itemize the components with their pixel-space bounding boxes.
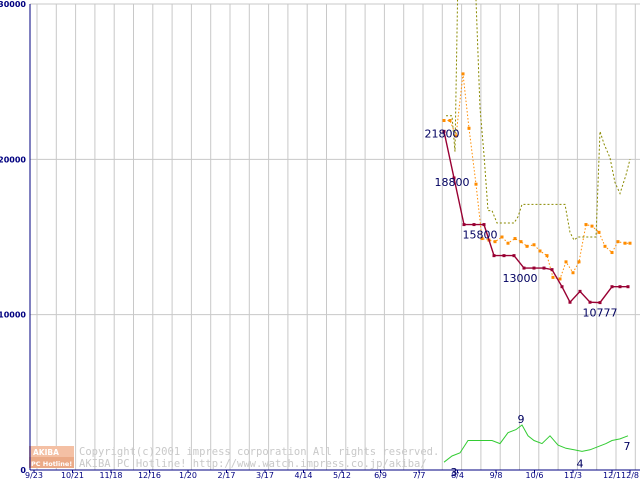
- data-label: 4: [577, 457, 584, 470]
- data-point-min: [472, 223, 476, 227]
- x-tick-label: 6/9: [374, 471, 387, 480]
- data-point-average: [623, 241, 627, 245]
- data-point-min: [532, 266, 536, 270]
- x-tick-label: 12/1: [603, 471, 621, 480]
- akiba-logo-text-bottom: PC Hotline!: [31, 460, 72, 468]
- data-point-min: [618, 285, 622, 289]
- x-tick-label: 5/12: [333, 471, 351, 480]
- x-tick-label: 9/8: [490, 471, 503, 480]
- data-point-min: [610, 285, 614, 289]
- x-tick-label: 12/8: [621, 471, 639, 480]
- data-label: 3: [451, 466, 458, 479]
- data-point-min: [522, 266, 526, 270]
- y-tick-label: 0: [20, 466, 26, 475]
- data-point-average: [454, 134, 458, 138]
- data-point-min: [542, 266, 546, 270]
- x-tick-label: 11/18: [99, 471, 122, 480]
- watermark: AKIBA PC Hotline! Copyright(c)2001 impre…: [29, 446, 439, 470]
- data-label: 15800: [463, 229, 498, 242]
- data-point-average: [597, 230, 601, 234]
- data-label: 13000: [503, 272, 538, 285]
- data-point-min: [560, 285, 564, 289]
- akiba-logo-text-top: AKIBA: [33, 448, 59, 457]
- x-tick-label: 1/20: [179, 471, 197, 480]
- data-point-min: [598, 301, 602, 305]
- data-point-average: [571, 271, 575, 275]
- data-point-average: [610, 251, 614, 255]
- data-point-average: [532, 243, 536, 247]
- data-point-min: [550, 268, 554, 272]
- data-point-average: [590, 224, 594, 228]
- data-point-min: [502, 254, 506, 258]
- data-point-average: [474, 182, 478, 186]
- data-point-min: [512, 254, 516, 258]
- akiba-logo-band: [29, 457, 74, 468]
- data-point-average: [467, 126, 471, 130]
- data-point-average: [506, 241, 510, 245]
- data-point-average: [519, 240, 523, 244]
- series-line-average: [444, 73, 630, 280]
- data-point-average: [448, 119, 452, 122]
- x-tick-label: 12/16: [138, 471, 161, 480]
- data-point-min: [492, 254, 496, 258]
- data-point-average: [513, 237, 517, 241]
- data-label: 21800: [425, 127, 460, 140]
- data-point-min: [452, 176, 456, 180]
- series-line-max: [446, 0, 631, 241]
- x-tick-label: 3/17: [256, 471, 274, 480]
- data-label: 7: [624, 440, 631, 453]
- data-point-average: [442, 119, 446, 122]
- y-tick-label: 30000: [0, 0, 26, 9]
- data-label: 10777: [583, 307, 618, 320]
- data-point-average: [616, 240, 620, 244]
- data-point-average: [603, 244, 607, 248]
- data-point-average: [628, 241, 632, 245]
- data-point-min: [568, 300, 572, 304]
- x-tick-label: 7/7: [413, 471, 426, 480]
- data-point-average: [525, 244, 529, 248]
- data-point-average: [584, 223, 588, 227]
- site-url-text: AKIBA PC Hotline! http://www.watch.impre…: [79, 458, 427, 470]
- data-label: 18800: [435, 176, 470, 189]
- data-point-min: [462, 223, 466, 227]
- y-tick-label: 20000: [0, 155, 26, 164]
- x-tick-label: 10/21: [61, 471, 84, 480]
- data-point-average: [577, 260, 581, 264]
- data-point-average: [564, 260, 568, 264]
- series-line-min: [443, 131, 628, 304]
- data-point-average: [480, 237, 484, 241]
- x-tick-label: 9/23: [25, 471, 43, 480]
- x-tick-label: 10/6: [526, 471, 544, 480]
- series-line-shops: [443, 424, 629, 463]
- grid-lines: [30, 3, 640, 471]
- data-point-average: [551, 275, 555, 279]
- data-point-average: [538, 249, 542, 253]
- data-point-average: [558, 277, 562, 281]
- data-point-min: [588, 300, 592, 304]
- data-point-min: [442, 129, 446, 133]
- data-point-average: [500, 235, 504, 239]
- data-point-average: [493, 240, 497, 244]
- y-tick-label: 10000: [0, 311, 26, 320]
- data-point-min: [626, 285, 630, 289]
- x-tick-label: 11/3: [564, 471, 582, 480]
- data-label: 9: [518, 413, 525, 426]
- copyright-text: Copyright(c)2001 impress corporation All…: [79, 446, 439, 458]
- data-point-min: [482, 223, 486, 227]
- data-point-min: [578, 289, 582, 293]
- data-point-average: [545, 254, 549, 258]
- series-layer: [442, 0, 632, 463]
- x-tick-label: 8/4: [451, 471, 464, 480]
- data-point-average: [461, 72, 465, 76]
- x-tick-label: 4/14: [295, 471, 313, 480]
- data-labels: 21800 18800 15800 13000 10777 3 9 4 7: [425, 127, 631, 479]
- x-tick-label: 2/17: [218, 471, 236, 480]
